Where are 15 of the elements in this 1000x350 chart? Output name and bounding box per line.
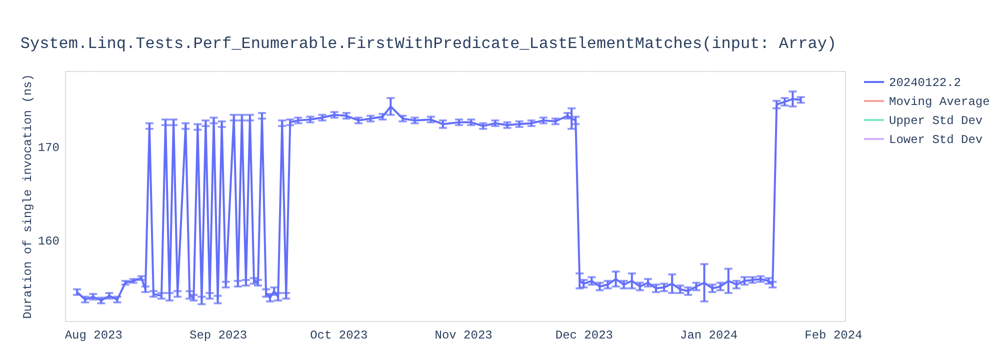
x-tick-label: Sep 2023: [189, 328, 248, 342]
y-axis-title: Duration of single invocation (ns): [20, 74, 35, 319]
x-tick-label: Aug 2023: [64, 328, 122, 342]
legend-label: Upper Std Dev: [889, 114, 983, 128]
y-tick-label: 160: [38, 234, 60, 248]
chart-title: System.Linq.Tests.Perf_Enumerable.FirstWithPredicate_LastElementMatches(input: Array): [20, 35, 837, 53]
y-tick-label: 170: [38, 141, 60, 156]
x-tick-label: Jan 2024: [680, 328, 738, 342]
x-tick-label: Dec 2023: [555, 328, 613, 342]
x-tick-label: Feb 2024: [804, 328, 862, 342]
x-tick-label: Nov 2023: [434, 328, 492, 342]
x-tick-label: Oct 2023: [310, 328, 368, 342]
legend-label: Lower Std Dev: [889, 133, 983, 147]
legend-label: Moving Average: [889, 95, 990, 109]
legend-label: 20240122.2: [889, 76, 962, 90]
